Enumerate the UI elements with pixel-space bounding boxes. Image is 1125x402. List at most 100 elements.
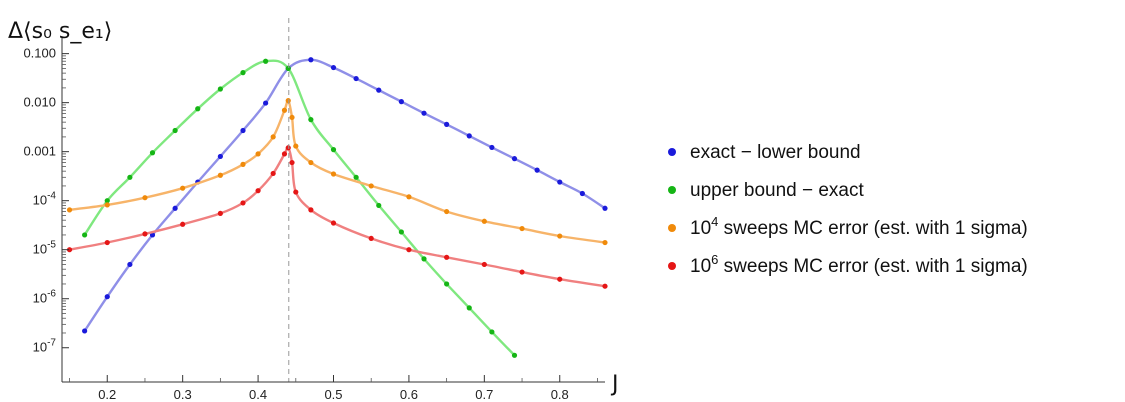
data-point (82, 232, 88, 238)
data-point (240, 127, 246, 134)
data-point (180, 185, 186, 191)
data-point (466, 305, 472, 311)
series-1 (82, 57, 608, 334)
data-point (142, 195, 148, 201)
y-axis-title: Δ⟨s₀ s_e₁⟩ (8, 19, 112, 44)
series-line (83, 58, 606, 332)
data-point (195, 106, 201, 112)
data-point (557, 276, 563, 282)
series-line (83, 59, 516, 357)
data-point (481, 261, 487, 268)
x-tick-label: 0.7 (475, 387, 493, 402)
data-point (172, 127, 178, 134)
y-tick-label: 0.010 (23, 95, 56, 110)
series-2 (82, 58, 518, 358)
data-point (66, 207, 73, 213)
data-point (240, 200, 246, 206)
legend-item-4: 106 sweeps MC error (est. with 1 sigma) (668, 252, 1028, 277)
data-point (255, 188, 261, 194)
data-point (289, 114, 295, 121)
data-point (330, 171, 337, 177)
data-point (466, 133, 472, 139)
x-tick-label: 0.6 (400, 387, 418, 402)
y-tick-label: 10-4 (33, 191, 57, 208)
data-point (511, 156, 518, 162)
data-point (330, 147, 337, 153)
data-point (293, 189, 299, 195)
x-tick-label: 0.8 (551, 387, 569, 402)
y-tick-label: 10-5 (33, 240, 57, 257)
data-point (285, 98, 291, 104)
series-4 (66, 145, 608, 289)
data-point (180, 221, 186, 227)
data-point (444, 121, 450, 127)
x-tick-label: 0.3 (174, 387, 192, 402)
legend-marker (668, 224, 676, 232)
data-point (289, 159, 295, 166)
data-point (281, 151, 288, 157)
data-point (263, 58, 269, 64)
data-point (330, 220, 337, 226)
data-point (557, 179, 563, 185)
data-point (104, 202, 110, 208)
data-point (444, 208, 450, 215)
data-point (421, 110, 427, 116)
legend-marker (668, 262, 676, 270)
data-point (519, 225, 525, 232)
data-point (127, 261, 133, 268)
data-point (104, 198, 110, 204)
legend-item-3: 104 sweeps MC error (est. with 1 sigma) (668, 214, 1028, 239)
data-point (368, 183, 374, 189)
data-point (217, 86, 223, 92)
data-point (255, 151, 261, 157)
data-point (308, 57, 314, 63)
legend-label: 104 sweeps MC error (est. with 1 sigma) (690, 214, 1028, 239)
data-point (481, 218, 487, 224)
legend-label: 106 sweeps MC error (est. with 1 sigma) (690, 252, 1028, 277)
data-point (406, 247, 412, 253)
data-point (376, 202, 382, 209)
legend-item-1: exact − lower bound (668, 142, 861, 163)
series-line (69, 146, 606, 288)
x-axis-title: J (610, 372, 619, 397)
data-point (66, 247, 73, 253)
series-3 (66, 98, 608, 246)
data-point (406, 194, 412, 200)
data-point (149, 150, 156, 156)
axes-layer: 10-7 10-6 10-5 10-4 0.001 0.010 0.100 0.2 0.3 0.4… (23, 18, 605, 402)
data-point (519, 269, 525, 275)
data-point (293, 143, 299, 149)
data-point (104, 239, 110, 246)
data-point (602, 283, 608, 289)
data-point (398, 99, 404, 105)
data-point (376, 87, 382, 93)
data-point (534, 167, 540, 173)
data-point (444, 281, 450, 287)
data-point (421, 256, 427, 262)
data-point (217, 172, 223, 178)
y-tick-label: 10-6 (33, 289, 57, 306)
data-point (217, 210, 223, 217)
x-tick-label: 0.5 (324, 387, 342, 402)
data-point (308, 207, 314, 213)
y-tick-label: 0.100 (23, 46, 56, 61)
data-point (285, 65, 291, 71)
data-point (489, 144, 495, 151)
legend-item-2: upper bound − exact (668, 180, 864, 201)
data-point (104, 294, 110, 300)
y-tick-label: 10-7 (33, 338, 57, 355)
data-point (127, 174, 133, 180)
data-point (142, 231, 148, 237)
series-layer (66, 57, 608, 358)
y-tick-label: 0.001 (23, 144, 56, 159)
x-tick-label: 0.4 (249, 387, 267, 402)
data-point (240, 70, 246, 76)
data-point (270, 134, 276, 140)
data-point (353, 174, 359, 180)
x-tick-label: 0.2 (98, 387, 116, 402)
legend-marker (668, 186, 676, 194)
data-point (511, 352, 518, 358)
data-point (172, 205, 178, 211)
data-point (368, 235, 374, 242)
